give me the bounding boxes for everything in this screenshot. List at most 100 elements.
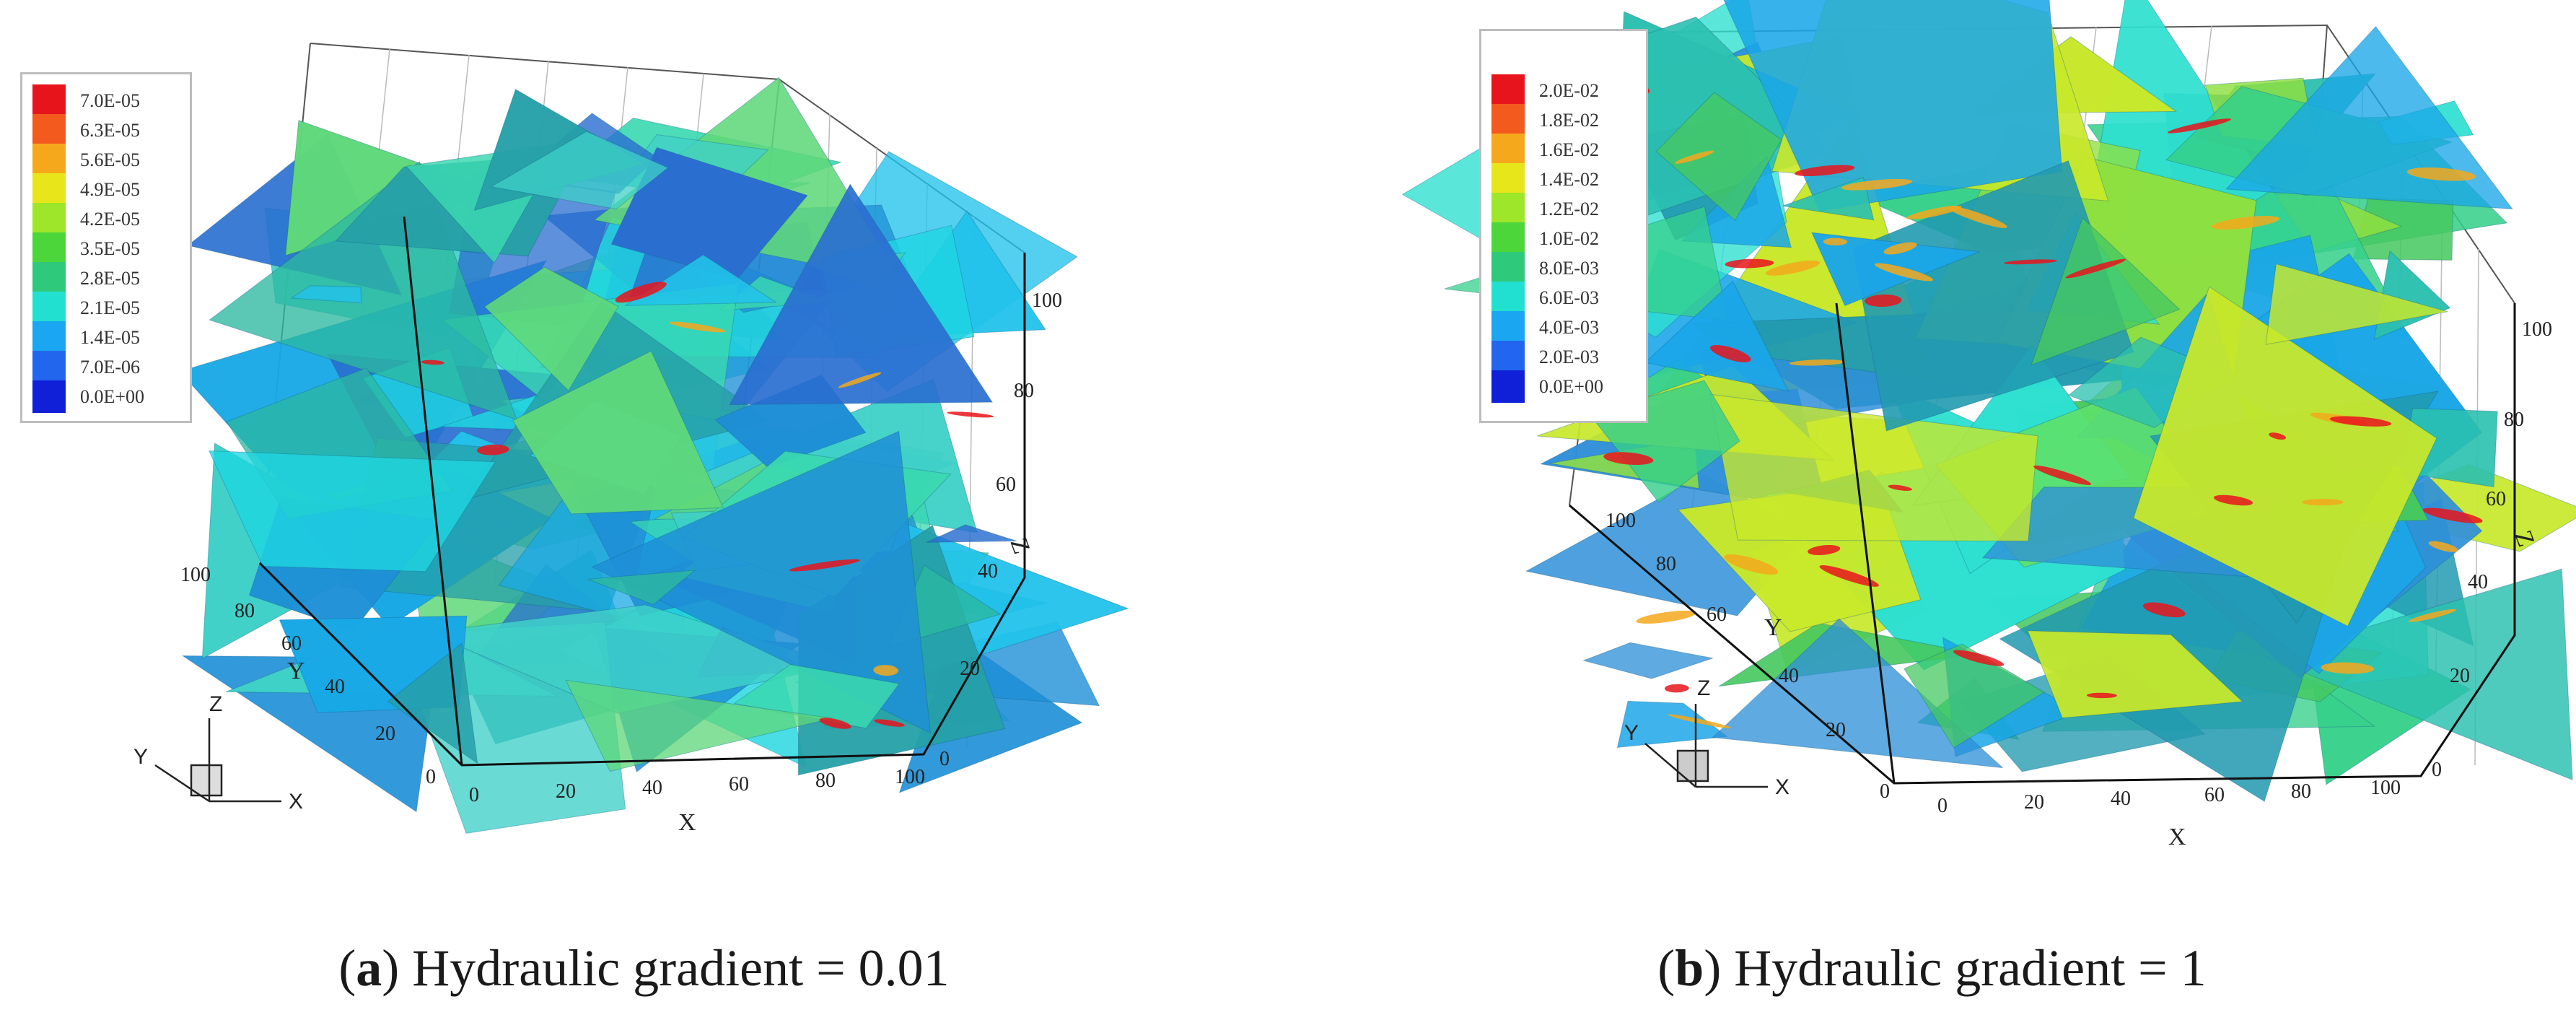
fracture-plane	[483, 266, 619, 392]
fracture-plane	[2401, 408, 2498, 488]
high-flow-spot	[2033, 465, 2092, 485]
high-flow-spot	[2302, 498, 2344, 506]
z-tick: 0	[939, 748, 950, 770]
fracture-plane	[591, 430, 932, 734]
fracture-plane	[2264, 568, 2573, 781]
high-flow-spot	[476, 444, 509, 455]
fracture-plane	[512, 350, 724, 515]
y-tick: 40	[1779, 665, 1799, 687]
high-flow-spot	[838, 372, 882, 388]
legend-entry: 0.0E+00	[1491, 370, 1603, 403]
legend-swatch	[32, 262, 66, 295]
legend-label: 2.0E-03	[1539, 346, 1600, 367]
y-tick: 80	[1656, 553, 1676, 575]
legend-label: 1.6E-02	[1539, 139, 1600, 160]
x-tick: 100	[895, 766, 925, 788]
fracture-plane	[729, 183, 994, 406]
legend-label: 6.3E-05	[80, 119, 141, 141]
axis-triad-a	[154, 718, 281, 803]
legend-label: 1.4E-05	[80, 326, 141, 348]
color-legend-b: 2.0E-02 1.8E-02 1.6E-02 1.4E-02 1.2E-02 1.0E-…	[1479, 29, 1648, 423]
y-tick: 20	[375, 723, 395, 745]
z-tick: 40	[978, 560, 998, 583]
legend-label: 4.9E-05	[80, 178, 141, 200]
legend-swatch	[1491, 193, 1525, 225]
high-flow-spot	[1668, 714, 1732, 728]
high-flow-spot	[1953, 650, 2005, 666]
fracture-plane	[1644, 280, 1789, 392]
y-tick: 60	[1707, 603, 1727, 626]
legend-swatch	[1491, 370, 1525, 403]
box-front-edges	[258, 216, 1026, 767]
z-tick: 60	[996, 474, 1016, 496]
x-axis-ticks: 0 20 40 60 80 100 X	[1937, 777, 2401, 850]
z-tick: 40	[2468, 571, 2488, 593]
legend-swatch	[1491, 282, 1525, 314]
high-flow-spot	[1906, 205, 1962, 219]
legend-label: 2.0E-02	[1539, 79, 1600, 101]
high-flow-spot	[615, 282, 667, 303]
high-flow-spot	[1875, 263, 1933, 282]
caption-letter: b	[1675, 939, 1704, 997]
fracture-plane	[387, 642, 478, 764]
high-flow-spot	[1883, 242, 1917, 255]
legend-label: 7.0E-05	[80, 90, 141, 111]
high-flow-spot	[1865, 294, 1902, 308]
high-flow-spot	[2409, 609, 2456, 622]
y-axis-label: Y	[1764, 614, 1782, 641]
legend-label: 1.8E-02	[1539, 109, 1600, 131]
z-tick: 20	[960, 658, 980, 680]
legend-swatch	[32, 321, 66, 354]
high-flow-spot	[2167, 118, 2232, 134]
high-flow-spot	[1725, 258, 1774, 269]
high-flow-spot	[874, 719, 905, 727]
legend-label: 7.0E-06	[80, 356, 141, 378]
legend-entry: 2.0E-03	[1491, 341, 1599, 373]
x-tick: 20	[2024, 791, 2044, 814]
legend-label: 0.0E+00	[1539, 375, 1604, 397]
high-flow-spot	[1888, 484, 1912, 491]
high-flow-spot	[1819, 565, 1879, 587]
y-tick: 40	[325, 676, 345, 698]
panel-a: 0 20 40 60 80 100 X 0 20 40 60 80 100 Y …	[20, 43, 1129, 997]
color-legend-a: 7.0E-05 6.3E-05 5.6E-05 4.9E-05 4.2E-05 3.5E-…	[20, 72, 192, 423]
fracture-plane	[490, 131, 669, 210]
high-flow-spot	[1766, 260, 1821, 276]
legend-label: 5.6E-05	[80, 149, 141, 170]
legend-label: 3.5E-05	[80, 237, 141, 259]
fracture-plane	[623, 254, 778, 306]
high-flow-spot	[1710, 344, 1751, 362]
fracture-planes-b	[1401, 0, 2576, 802]
high-flow-spot	[1795, 165, 1855, 176]
legend-entry: 6.0E-03	[1491, 282, 1599, 314]
z-tick: 80	[2504, 409, 2524, 431]
triad-y-label: Y	[133, 745, 148, 769]
x-tick: 80	[815, 770, 836, 792]
x-tick: 60	[729, 773, 749, 795]
x-tick: 20	[556, 780, 576, 803]
legend-swatch	[32, 114, 66, 147]
legend-swatch	[1491, 104, 1525, 136]
z-axis-ticks: 0 20 40 60 80 100 Z	[2432, 318, 2552, 781]
y-tick: 60	[281, 632, 302, 655]
legend-entry: 6.3E-05	[32, 114, 140, 147]
legend-entry: 1.4E-02	[1491, 163, 1599, 196]
high-flow-spot	[2004, 259, 2057, 265]
legend-swatch	[1491, 341, 1525, 373]
high-flow-spot	[2321, 662, 2374, 674]
legend-label: 6.0E-03	[1539, 287, 1600, 308]
triad-x-label: X	[1775, 775, 1789, 799]
high-flow-spot	[2065, 258, 2126, 279]
high-flow-spot	[2406, 167, 2476, 181]
high-flow-spot	[2428, 541, 2458, 552]
y-tick: 80	[235, 600, 255, 622]
caption-a: (a) Hydraulic gradient = 0.01	[338, 939, 950, 997]
high-flow-spot	[1823, 237, 1848, 246]
high-flow-spot	[421, 359, 444, 365]
legend-swatch	[32, 144, 66, 176]
legend-swatch	[1491, 311, 1525, 344]
legend-entry: 2.8E-05	[32, 262, 140, 295]
triad-y-label: Y	[1624, 721, 1639, 745]
legend-label: 0.0E+00	[80, 385, 145, 407]
legend-entry: 1.0E-02	[1491, 222, 1599, 255]
